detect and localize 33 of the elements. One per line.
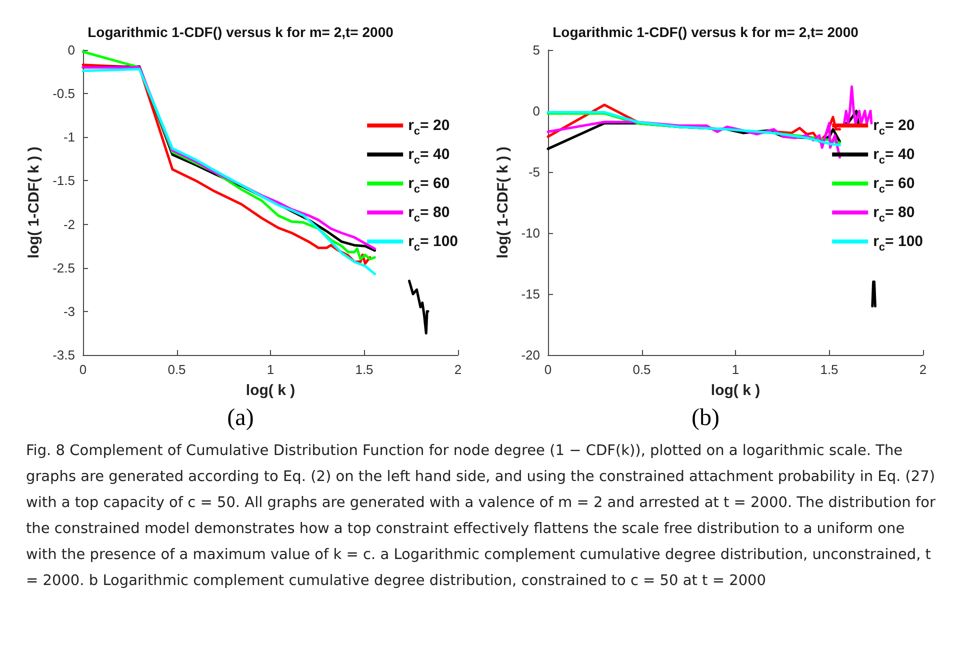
caption: Fig. 8 Complement of Cumulative Distribution Function for node degree (1 − CDF(k)), plotted on a logarithmic scale. The graphs are generated according to Eq. (2) on the left hand side, and using the constrained attachment probability in Eq. (27) with a top capacity of c = 50. All graphs are generated with a valence of m = 2 and arrested at t = 2000. The distribution for the constrained model demonstrates how a top constraint effectively flattens the scale free distribution to a uniform one with the presence of a maximum value of k = c. a Logarithmic complement cumulative degree distribution, unconstrained, t = 2000. b Logarithmic complement cumulative degree distribution, constrained to c = 50 at t = 2000	[25, 442, 936, 591]
x-tick-label: 0	[544, 362, 552, 377]
x-tick-label: 2	[454, 362, 462, 377]
x-tick-label: 1.5	[820, 362, 838, 377]
y-tick-label: -3	[63, 304, 75, 319]
x-axis-title: log( k )	[710, 382, 760, 399]
y-axis-title: log( 1-CDF( k ) )	[494, 146, 512, 258]
y-tick-label: -5	[528, 164, 540, 180]
y-tick-label: -15	[521, 286, 540, 302]
y-tick-label: 5	[532, 42, 540, 58]
y-tick-label: 0	[68, 42, 75, 58]
x-tick-label: 0.5	[632, 362, 651, 377]
text: (a)	[226, 405, 255, 432]
y-tick-label: -0.5	[52, 86, 75, 102]
y-tick-label: -2.5	[52, 260, 75, 276]
text: (b)	[690, 405, 720, 432]
x-tick-label: 2	[919, 362, 927, 377]
x-tick-label: 1	[266, 362, 274, 377]
y-tick-label: -3.5	[52, 348, 75, 362]
chart-title: Logarithmic 1-CDF() versus k for m= 2,t= 2000	[552, 24, 859, 40]
chart-title: Logarithmic 1-CDF() versus k for m= 2,t= 2000	[88, 24, 394, 40]
y-tick-label: -10	[521, 226, 540, 240]
x-tick-label: 0	[79, 362, 87, 377]
y-tick-label: -1.5	[52, 173, 75, 188]
y-tick-label: -2	[63, 216, 75, 232]
y-axis-title: log( 1-CDF( k ) )	[26, 146, 43, 258]
y-tick-label: 0	[532, 104, 540, 118]
x-axis-title: log( k )	[246, 382, 296, 399]
x-tick-label: 0.5	[168, 362, 186, 377]
x-tick-label: 1	[732, 362, 740, 377]
y-tick-label: -20	[521, 348, 540, 362]
x-tick-label: 1.5	[355, 362, 374, 377]
y-tick-label: -1	[63, 130, 75, 145]
